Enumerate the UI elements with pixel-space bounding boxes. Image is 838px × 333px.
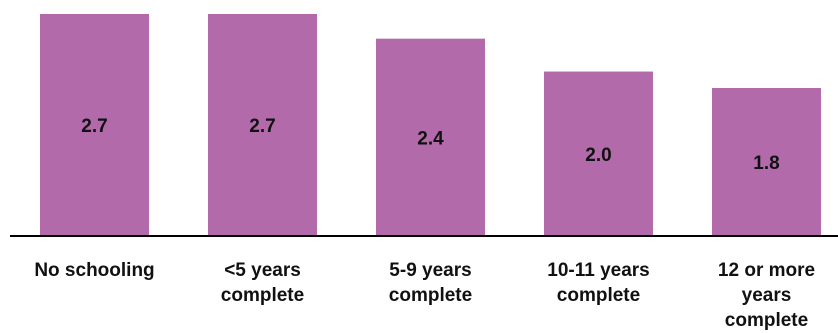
bar-value-label-2: 2.4 [417, 128, 444, 149]
category-label-line: years [742, 285, 792, 306]
category-label-1: <5 years complete [221, 260, 304, 306]
category-label-line: 12 or more [718, 260, 815, 281]
bar-value-label-0: 2.7 [81, 116, 107, 137]
category-label-line: complete [725, 310, 808, 331]
category-labels-layer: No schooling <5 years complete 5-9 years com… [34, 260, 815, 331]
bar-value-label-3: 2.0 [585, 145, 611, 166]
bar-4 [712, 88, 821, 236]
category-label-0: No schooling [34, 260, 154, 281]
category-label-line: complete [221, 285, 304, 306]
category-label-4: 12 or more years complete [718, 260, 815, 331]
category-label-line: complete [389, 285, 472, 306]
bar-1 [208, 14, 317, 236]
value-labels-layer: 2.7 2.7 2.4 2.0 1.8 [81, 116, 779, 174]
bar-3 [544, 71, 653, 236]
bars-layer [40, 14, 821, 236]
category-label-3: 10-11 years complete [547, 260, 650, 306]
category-label-line: <5 years [224, 260, 301, 281]
category-label-line: 5-9 years [389, 260, 471, 281]
bar-2 [376, 38, 485, 236]
category-label-line: 10-11 years [547, 260, 650, 281]
bar-value-label-4: 1.8 [753, 153, 779, 174]
bar-value-label-1: 2.7 [249, 116, 275, 137]
category-label-2: 5-9 years complete [389, 260, 472, 306]
category-label-line: No schooling [34, 260, 154, 281]
category-label-line: complete [557, 285, 640, 306]
bar-0 [40, 14, 149, 236]
